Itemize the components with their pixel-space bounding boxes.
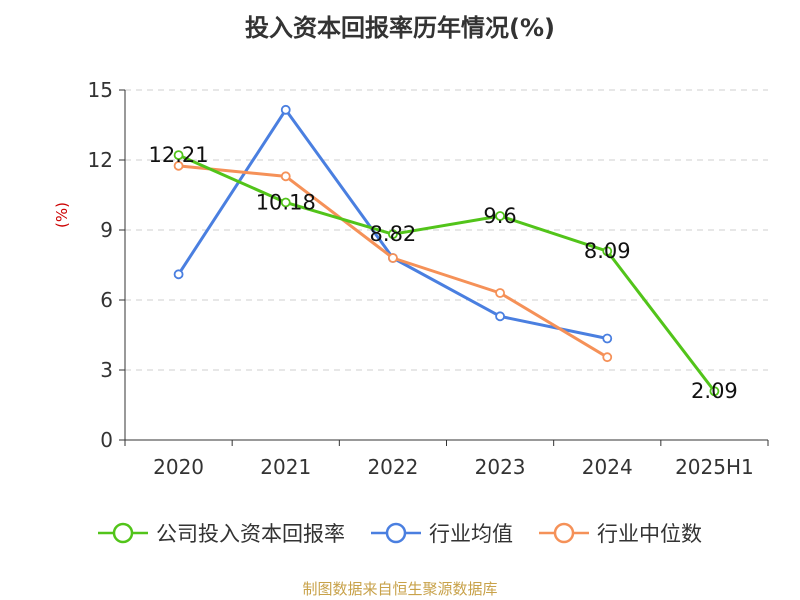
data-point [388, 253, 398, 263]
y-axis-label: (%) [53, 202, 71, 228]
data-point [280, 197, 291, 208]
legend-swatch-icon [539, 522, 589, 544]
y-tick-label: 15 [88, 78, 113, 102]
y-tick-label: 6 [100, 288, 113, 312]
data-point [280, 171, 291, 182]
x-tick-label: 2020 [153, 455, 204, 479]
legend-swatch-icon [98, 522, 148, 544]
series-line [177, 153, 716, 393]
legend-item[interactable]: 行业中位数 [539, 518, 702, 548]
x-tick-label: 2021 [260, 455, 311, 479]
x-tick-label: 2022 [367, 455, 418, 479]
legend-label: 公司投入资本回报率 [156, 522, 345, 546]
x-tick-label: 2024 [582, 455, 633, 479]
data-point [388, 229, 398, 240]
legend-label: 行业均值 [429, 522, 513, 546]
data-labels: 12.21 10.18 8.82 9.6 8.09 2.09 [149, 143, 738, 403]
legend-item[interactable]: 行业均值 [371, 518, 513, 548]
x-tick-label: 2023 [475, 455, 526, 479]
y-tick-label: 9 [100, 218, 113, 242]
data-point [709, 386, 720, 397]
data-label: 2.09 [691, 379, 738, 403]
data-point [602, 333, 613, 344]
x-tick-label: 2025H1 [675, 455, 754, 479]
data-point [173, 269, 184, 280]
data-point [495, 311, 505, 322]
data-point [495, 211, 505, 221]
source-note: 制图数据来自恒生聚源数据库 [302, 580, 498, 598]
chart-title: 投入资本回报率历年情况(%) [245, 14, 555, 42]
legend-swatch-icon [371, 522, 421, 544]
data-point [173, 160, 184, 171]
data-point [495, 288, 505, 298]
data-point [280, 104, 291, 115]
series-lines [173, 104, 720, 397]
data-label: 9.6 [483, 204, 516, 228]
legend: 公司投入资本回报率 行业均值 行业中位数 [0, 518, 800, 548]
legend-label: 行业中位数 [597, 522, 702, 546]
data-label: 8.82 [370, 222, 417, 246]
data-label: 10.18 [256, 190, 316, 214]
gridlines [125, 89, 768, 371]
data-label: 12.21 [149, 143, 209, 167]
y-tick-label: 3 [100, 358, 113, 382]
y-tick-label: 12 [88, 148, 113, 172]
y-tick-label: 0 [100, 428, 113, 452]
data-label: 8.09 [584, 239, 631, 263]
legend-item[interactable]: 公司投入资本回报率 [98, 518, 345, 548]
axes: 0 3 6 9 12 15 2020 2021 2022 2023 2024 2025H1 (%) [53, 78, 769, 479]
data-point [602, 246, 613, 257]
data-point [602, 352, 613, 363]
data-point [173, 150, 184, 161]
